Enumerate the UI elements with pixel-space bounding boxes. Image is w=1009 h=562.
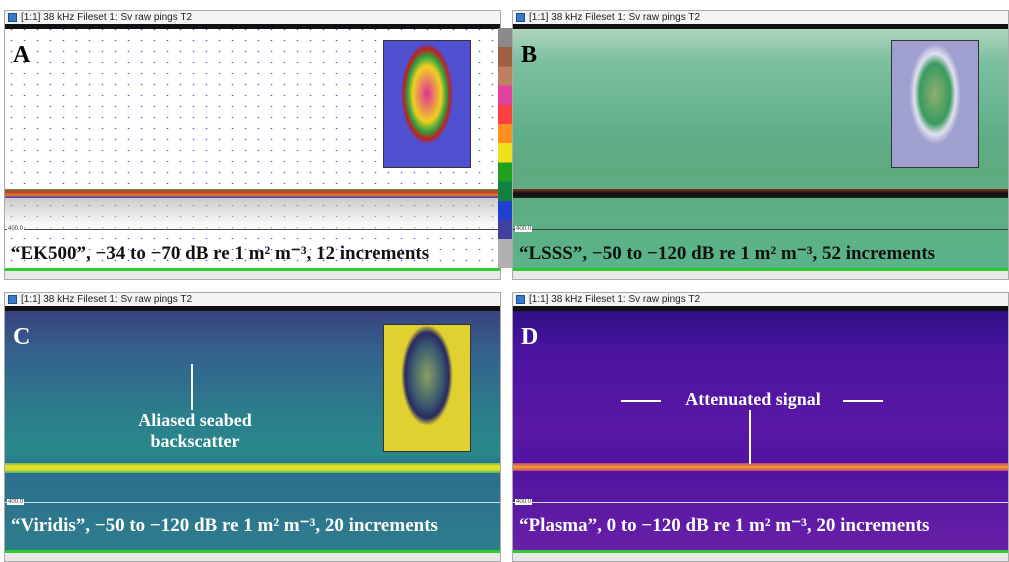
color-bar xyxy=(498,28,512,268)
scrollbar[interactable] xyxy=(5,268,500,279)
scrollbar[interactable] xyxy=(5,550,500,561)
scale-label: 400.0 xyxy=(7,226,25,232)
scrollbar[interactable] xyxy=(513,268,1008,279)
scrollbar[interactable] xyxy=(513,550,1008,561)
scale-label: 400.0 xyxy=(515,499,533,505)
echogram: 400.0 A “EK500”, −34 to −70 dB re 1 m² m… xyxy=(5,24,500,271)
caption: “LSSS”, −50 to −120 dB re 1 m² m⁻³, 52 i… xyxy=(519,243,936,264)
surface-band xyxy=(5,24,500,29)
window-title: [1:1] 38 kHz Fileset 1: Sv raw pings T2 xyxy=(513,293,1008,306)
surface-band xyxy=(513,24,1008,29)
window-title: [1:1] 38 kHz Fileset 1: Sv raw pings T2 xyxy=(513,11,1008,24)
scale-label: 400.0 xyxy=(515,226,533,232)
panel-letter: A xyxy=(13,42,31,68)
caption: “Viridis”, −50 to −120 dB re 1 m² m⁻³, 2… xyxy=(11,515,438,536)
seabed xyxy=(5,189,500,198)
panel-d: [1:1] 38 kHz Fileset 1: Sv raw pings T2 … xyxy=(512,292,1009,562)
surface-band xyxy=(513,306,1008,311)
panel-a: [1:1] 38 kHz Fileset 1: Sv raw pings T2 … xyxy=(4,10,501,280)
arrow xyxy=(749,410,751,464)
seabed xyxy=(513,463,1008,471)
range-line xyxy=(5,229,500,230)
surface-band xyxy=(5,306,500,311)
scale-label: 400.0 xyxy=(7,499,25,505)
arrow xyxy=(843,400,883,402)
panel-c: [1:1] 38 kHz Fileset 1: Sv raw pings T2 … xyxy=(4,292,501,562)
window-title: [1:1] 38 kHz Fileset 1: Sv raw pings T2 xyxy=(5,293,500,306)
panel-letter: B xyxy=(521,42,538,68)
echogram: 400.0 D Attenuated signal “Plasma”, 0 to… xyxy=(513,306,1008,553)
range-line xyxy=(513,502,1008,503)
echogram: 400.0 C Aliased seabed backscatter “Viri… xyxy=(5,306,500,553)
seabed xyxy=(513,189,1008,198)
portrait-inset xyxy=(383,324,471,452)
panel-b: [1:1] 38 kHz Fileset 1: Sv raw pings T2 … xyxy=(512,10,1009,280)
caption: “EK500”, −34 to −70 dB re 1 m² m⁻³, 12 i… xyxy=(11,243,430,264)
portrait-inset xyxy=(383,40,471,168)
portrait-inset xyxy=(891,40,979,168)
window-title: [1:1] 38 kHz Fileset 1: Sv raw pings T2 xyxy=(5,11,500,24)
echogram: 400.0 B “LSSS”, −50 to −120 dB re 1 m² m… xyxy=(513,24,1008,271)
range-line xyxy=(513,229,1008,230)
panel-letter: C xyxy=(13,324,31,350)
arrow xyxy=(621,400,661,402)
annotation: Aliased seabed backscatter xyxy=(138,410,252,451)
sub-seabed xyxy=(5,198,500,228)
panel-letter: D xyxy=(521,324,539,350)
range-line xyxy=(5,502,500,503)
seabed xyxy=(5,463,500,473)
annotation: Attenuated signal xyxy=(685,389,821,409)
caption: “Plasma”, 0 to −120 dB re 1 m² m⁻³, 20 i… xyxy=(519,515,930,536)
arrow xyxy=(191,364,193,410)
